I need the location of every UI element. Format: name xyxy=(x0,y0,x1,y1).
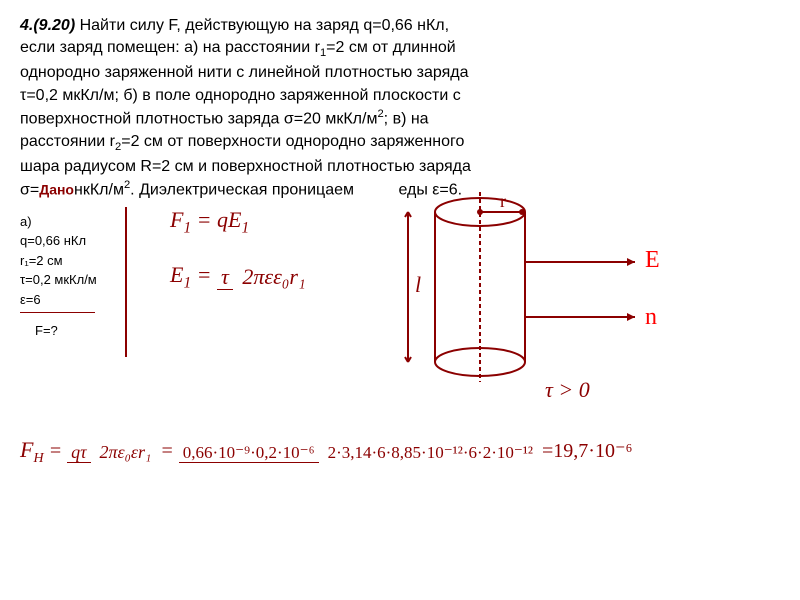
n-label: n xyxy=(645,304,657,330)
diagram-svg: r l E n τ > 0 xyxy=(400,182,720,422)
problem-number: 4.(9.20) xyxy=(20,17,75,34)
formula-f1: F1 = qE1 xyxy=(170,207,310,237)
r-label: r xyxy=(500,191,506,211)
divider xyxy=(20,312,95,313)
final-formula: FН = qτ 2πε₀εr₁ = 0,66·10⁻⁹·0,2·10⁻⁶ 2·3… xyxy=(20,437,633,467)
l-label: l xyxy=(415,272,421,297)
formula-e1: E1 = τ 2πεε₀r₁ xyxy=(170,262,310,292)
problem-statement: 4.(9.20) Найти силу F, действующую на за… xyxy=(20,15,780,202)
formulas-block: F1 = qE1 E1 = τ 2πεε₀r₁ xyxy=(170,207,310,293)
vertical-divider xyxy=(125,207,127,357)
cylinder-diagram: r l E n τ > 0 xyxy=(400,182,720,427)
E-label: E xyxy=(645,247,660,273)
find: F=? xyxy=(35,321,220,341)
given-eps: ε=6 xyxy=(20,290,220,310)
tau-label: τ > 0 xyxy=(545,377,590,402)
